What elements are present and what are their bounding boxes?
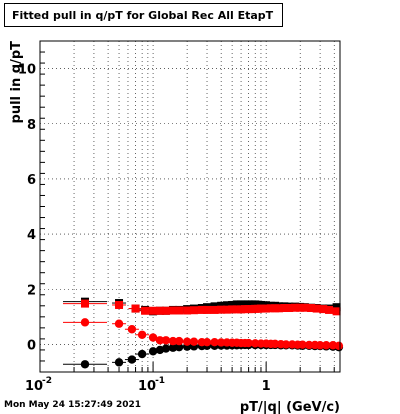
data-point: [334, 341, 344, 350]
data-point: [256, 304, 265, 313]
x-tick-label: 1: [262, 379, 271, 394]
data-point: [296, 303, 305, 312]
data-point: [131, 304, 140, 313]
data-point: [148, 333, 158, 342]
data-point: [312, 304, 321, 313]
data-point: [322, 341, 331, 350]
x-tick-label: 10: [25, 379, 43, 394]
data-point: [216, 338, 226, 347]
data-point: [298, 340, 307, 349]
y-axis-label: pull in q/pT: [9, 41, 24, 124]
data-point: [155, 306, 164, 315]
data-point: [291, 303, 300, 312]
data-point: [332, 307, 341, 316]
data-point: [244, 338, 253, 348]
data-point: [210, 305, 219, 314]
data-point: [222, 301, 231, 310]
data-point: [175, 306, 184, 315]
data-point: [210, 338, 219, 347]
data-point: [174, 342, 184, 352]
chart-title-box: Fitted pull in q/pT for Global Rec All E…: [4, 3, 283, 27]
data-point: [285, 304, 294, 313]
data-point: [80, 318, 90, 327]
data-point: [315, 341, 325, 350]
y-tick-label: 10: [18, 63, 36, 78]
data-point: [114, 319, 124, 328]
x-tick-label: 10: [138, 379, 156, 394]
chart-title: Fitted pull in q/pT for Global Rec All E…: [12, 9, 274, 22]
data-point: [80, 299, 89, 308]
data-point: [168, 306, 177, 315]
y-tick-label: 2: [27, 283, 36, 298]
data-point: [217, 305, 226, 314]
data-point: [300, 303, 309, 312]
data-point: [332, 303, 341, 312]
data-point: [141, 306, 150, 315]
series-4: [62, 318, 344, 350]
data-point: [161, 306, 170, 315]
data-point: [80, 360, 90, 369]
data-point: [189, 337, 199, 346]
data-point: [262, 304, 271, 313]
data-point: [281, 340, 291, 349]
data-point: [174, 336, 184, 346]
data-point: [114, 358, 124, 367]
x-axis-label: pT/|q| (GeV/c): [240, 400, 340, 414]
data-point: [161, 336, 171, 345]
data-point: [266, 304, 275, 313]
data-point: [127, 325, 137, 334]
data-point: [149, 306, 158, 315]
data-point: [115, 300, 124, 309]
x-tick-exponent: -2: [42, 376, 52, 386]
data-point: [168, 336, 178, 346]
data-point: [168, 343, 178, 352]
data-point: [228, 300, 237, 309]
data-point: [232, 300, 241, 309]
data-point: [155, 336, 165, 345]
y-tick-label: 6: [27, 173, 36, 188]
y-tick-label: 4: [27, 228, 36, 243]
data-point: [202, 338, 212, 347]
data-layer: [62, 297, 344, 369]
y-tick-label: 0: [27, 338, 36, 353]
data-point: [280, 304, 289, 313]
series-2: [62, 299, 341, 316]
data-point: [325, 305, 334, 314]
data-point: [137, 349, 147, 359]
y-tick-label: 8: [27, 118, 36, 133]
data-point: [189, 306, 198, 315]
data-point: [137, 330, 147, 339]
data-point: [203, 305, 212, 314]
data-point: [275, 304, 284, 313]
data-point: [319, 305, 328, 314]
data-point: [228, 305, 237, 314]
data-point: [304, 340, 314, 350]
x-tick-exponent: -1: [155, 376, 165, 386]
data-point: [197, 305, 206, 314]
data-point: [182, 337, 192, 346]
data-point: [232, 305, 241, 314]
data-point: [222, 305, 231, 314]
data-point: [183, 306, 192, 315]
timestamp-footer: Mon May 24 15:27:49 2021: [4, 400, 142, 410]
data-point: [127, 355, 137, 364]
data-point: [307, 304, 316, 313]
data-point: [148, 347, 158, 356]
data-point: [161, 344, 171, 353]
